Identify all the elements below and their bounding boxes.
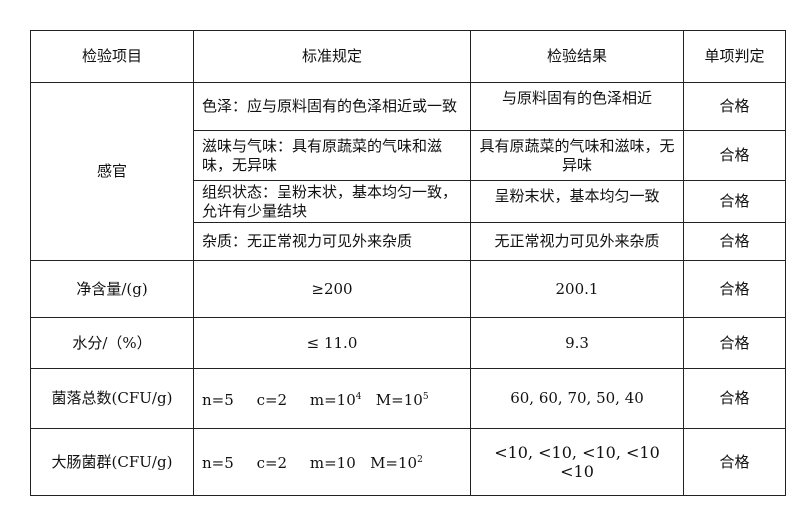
n-value: n=5 (202, 390, 234, 409)
m-exponent: 4 (355, 391, 362, 402)
verdict-cell: 合格 (683, 317, 786, 369)
header-standard: 标准规定 (193, 30, 471, 83)
net-label: 净含量/(g) (30, 260, 194, 318)
table-row: 组织状态：呈粉末状，基本均匀一致，允许有少量结块 呈粉末状，基本均匀一致 合格 (31, 180, 786, 223)
M-exponent: 2 (417, 455, 423, 465)
n-value: n=5 (202, 454, 234, 472)
verdict-cell: 合格 (683, 222, 786, 261)
table-row: 杂质：无正常视力可见外来杂质 无正常视力可见外来杂质 合格 (31, 222, 786, 261)
result-cell: 60, 60, 70, 50, 40 (470, 368, 684, 429)
water-label: 水分/（%） (30, 317, 194, 369)
standard-cell: ≥200 (193, 260, 471, 318)
standard-cell: 组织状态：呈粉末状，基本均匀一致，允许有少量结块 (193, 180, 471, 223)
result-cell: 200.1 (470, 260, 684, 318)
verdict-cell: 合格 (683, 180, 786, 223)
M-value: M=10 (375, 390, 423, 409)
verdict-cell: 合格 (683, 130, 786, 181)
table-row: 大肠菌群(CFU/g) n=5 c=2 m=10 M=102 <10, <10,… (30, 428, 786, 496)
header-item: 检验项目 (30, 30, 194, 83)
standard-cell: 滋味与气味：具有原蔬菜的气味和滋味，无异味 (193, 130, 471, 181)
verdict-cell: 合格 (683, 368, 786, 429)
m-value: m=10 (309, 454, 356, 472)
result-cell: <10, <10, <10, <10 <10 (470, 428, 684, 496)
header-result: 检验结果 (470, 30, 684, 83)
table-row: 菌落总数(CFU/g) n=5 c=2 m=104 M=105 60, 60, … (30, 368, 786, 429)
c-value: c=2 (256, 390, 288, 409)
table-row: 感官 色泽：应与原料固有的色泽相近或一致 与原料固有的色泽相近 合格 (30, 82, 786, 261)
header-row: 检验项目 标准规定 检验结果 单项判定 (30, 30, 786, 83)
standard-cell: ≤ 11.0 (193, 317, 471, 369)
table-row: 净含量/(g) ≥200 200.1 合格 (30, 260, 786, 318)
sensory-label: 感官 (30, 82, 194, 261)
table-row: 滋味与气味：具有原蔬菜的气味和滋味，无异味 具有原蔬菜的气味和滋味，无异味 合格 (31, 130, 786, 181)
table-row: 水分/（%） ≤ 11.0 9.3 合格 (30, 317, 786, 369)
result-cell: 具有原蔬菜的气味和滋味，无异味 (470, 130, 684, 181)
coliform-label: 大肠菌群(CFU/g) (30, 428, 194, 496)
result-cell: 9.3 (470, 317, 684, 369)
standard-cell: n=5 c=2 m=10 M=102 (193, 428, 471, 496)
M-value: M=10 (370, 454, 418, 472)
verdict-cell: 合格 (683, 260, 786, 318)
standard-cell: 杂质：无正常视力可见外来杂质 (193, 222, 471, 261)
result-cell: 与原料固有的色泽相近 (470, 82, 684, 131)
c-value: c=2 (256, 454, 288, 472)
inspection-table: 检验项目 标准规定 检验结果 单项判定 感官 色泽：应与原料固有的色泽相近或一致… (30, 30, 786, 496)
standard-cell: n=5 c=2 m=104 M=105 (193, 368, 471, 429)
standard-cell: 色泽：应与原料固有的色泽相近或一致 (193, 82, 471, 131)
result-cell: 无正常视力可见外来杂质 (470, 222, 684, 261)
colony-label: 菌落总数(CFU/g) (30, 368, 194, 429)
header-verdict: 单项判定 (683, 30, 786, 83)
M-exponent: 5 (422, 391, 429, 402)
m-value: m=10 (309, 390, 356, 409)
verdict-cell: 合格 (683, 428, 786, 496)
verdict-cell: 合格 (683, 82, 786, 131)
result-cell: 呈粉末状，基本均匀一致 (470, 180, 684, 223)
